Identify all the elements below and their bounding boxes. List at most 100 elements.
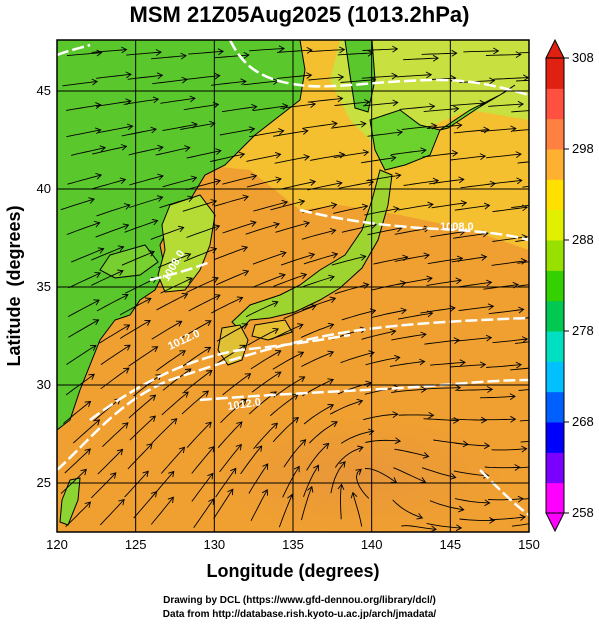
streamline xyxy=(391,149,426,156)
streamline xyxy=(271,324,304,340)
streamline xyxy=(191,446,215,474)
colorbar-tick-label: 288 xyxy=(572,232,594,247)
streamline xyxy=(220,398,247,424)
streamline-arrow xyxy=(479,361,487,369)
streamline-arrow xyxy=(451,149,459,157)
y-tick-label: 30 xyxy=(37,377,51,392)
streamline xyxy=(250,489,268,522)
streamline xyxy=(183,248,217,262)
streamline-arrow xyxy=(110,472,117,479)
streamline-arrow xyxy=(400,307,407,315)
streamline xyxy=(124,470,149,498)
streamline xyxy=(96,294,129,312)
streamline-arrow xyxy=(416,513,424,520)
streamline-arrow xyxy=(217,48,224,56)
streamline xyxy=(403,57,439,61)
streamline xyxy=(91,246,124,261)
streamline xyxy=(150,496,174,525)
streamline xyxy=(491,448,527,451)
streamline-arrow xyxy=(299,439,307,446)
streamline xyxy=(517,161,529,164)
streamline xyxy=(340,484,343,520)
streamline xyxy=(511,523,529,527)
streamline xyxy=(392,499,423,519)
streamline-arrow xyxy=(300,272,308,280)
streamline xyxy=(453,232,488,239)
streamline-arrow xyxy=(337,73,345,81)
streamline xyxy=(221,106,257,113)
streamline-arrow xyxy=(389,328,397,336)
streamline-arrow xyxy=(420,331,427,339)
streamline xyxy=(219,128,255,136)
streamline xyxy=(516,79,529,82)
streamline xyxy=(253,422,278,450)
streamline-arrow xyxy=(362,149,370,157)
streamline xyxy=(191,473,214,502)
streamline-arrow xyxy=(271,422,278,430)
contour-label: 1008.0 xyxy=(440,221,474,233)
streamline xyxy=(364,208,399,216)
streamline-arrow xyxy=(432,54,439,62)
streamline-arrow xyxy=(392,45,399,53)
streamline-arrow xyxy=(485,279,493,287)
colorbar-segment xyxy=(546,422,564,453)
streamline-arrow xyxy=(515,361,522,369)
streamline xyxy=(183,370,213,393)
streamline xyxy=(454,442,490,447)
streamline-arrow xyxy=(454,384,462,392)
colorbar-segment xyxy=(546,391,564,423)
x-tick-label: 150 xyxy=(518,537,540,552)
y-tick-label: 35 xyxy=(37,279,51,294)
streamline-arrow xyxy=(480,416,488,424)
streamline-arrow xyxy=(509,393,516,400)
streamline-arrow xyxy=(150,126,157,134)
streamline-arrow xyxy=(486,386,494,393)
colorbar-segment xyxy=(546,300,564,332)
streamline-arrow xyxy=(456,122,463,129)
streamline-arrow xyxy=(122,293,129,300)
streamline xyxy=(429,178,464,185)
streamline xyxy=(128,346,158,367)
streamline xyxy=(420,307,455,314)
streamline xyxy=(453,129,489,134)
streamline-arrow xyxy=(208,498,215,505)
streamline xyxy=(247,328,279,346)
streamline-arrow xyxy=(430,525,437,532)
streamline-arrow xyxy=(483,126,490,134)
streamline-arrow xyxy=(367,428,375,436)
colorbar-ticks: 308 298 288 278 268 258 xyxy=(564,50,594,520)
streamline xyxy=(70,147,106,156)
streamline xyxy=(424,339,460,345)
x-tick-label: 130 xyxy=(203,537,225,552)
streamline xyxy=(280,253,315,266)
streamline-arrow xyxy=(483,472,490,479)
streamline-arrow xyxy=(240,78,247,86)
streamline-arrow xyxy=(367,49,374,57)
streamline xyxy=(129,196,163,208)
streamline xyxy=(275,222,310,233)
streamline-arrow xyxy=(519,514,526,521)
streamline-arrow xyxy=(458,505,465,513)
streamline xyxy=(423,418,459,422)
streamline xyxy=(329,400,363,415)
y-tick-label: 45 xyxy=(37,83,51,98)
streamline xyxy=(341,310,376,321)
streamline xyxy=(222,175,257,185)
streamline-arrow xyxy=(214,72,221,80)
streamline-arrow xyxy=(338,151,346,159)
streamline-arrow xyxy=(157,173,164,181)
streamline-arrow xyxy=(327,378,334,385)
streamline-arrow xyxy=(157,144,164,152)
streamline xyxy=(211,80,246,86)
streamline-arrow xyxy=(423,252,430,260)
streamline xyxy=(492,236,528,242)
streamline xyxy=(249,47,285,52)
streamline xyxy=(253,201,288,212)
streamline-arrow xyxy=(88,373,95,380)
streamline-arrow xyxy=(275,176,282,184)
streamline-arrow xyxy=(427,201,434,209)
land-hokkaido xyxy=(369,109,441,171)
streamline xyxy=(453,470,489,477)
streamline-arrow xyxy=(119,177,127,185)
